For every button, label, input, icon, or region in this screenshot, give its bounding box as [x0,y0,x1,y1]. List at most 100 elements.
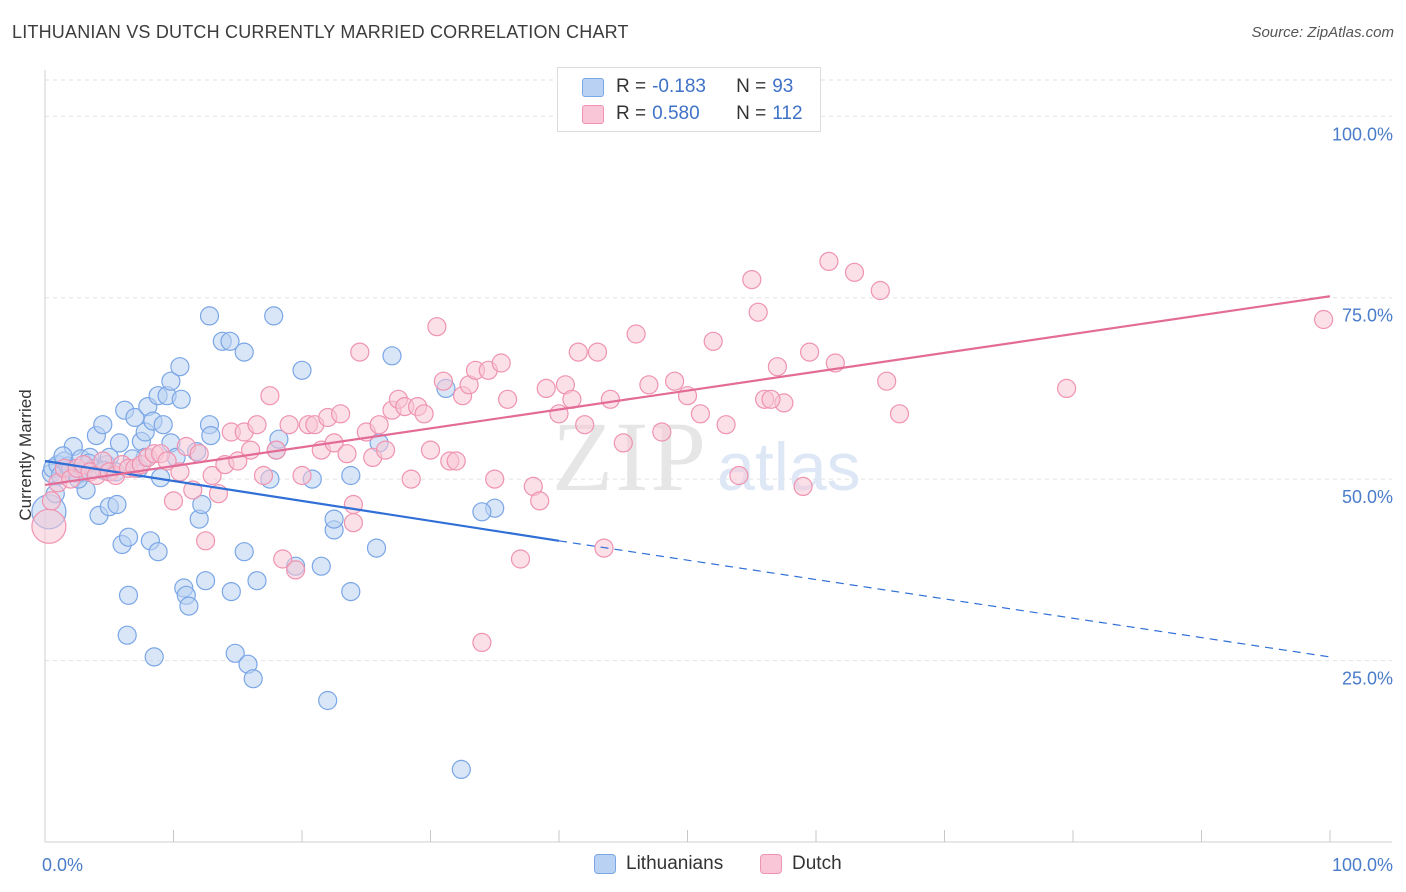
point-dutch [31,508,67,544]
point-dutch [742,270,762,290]
point-lithuanian [93,415,113,435]
point-dutch [793,476,813,496]
point-lithuanian [118,585,139,605]
bottom-legend-lithuanians[interactable]: Lithuanians [594,852,723,876]
legend-r-value: -0.183 [652,76,706,97]
point-dutch [343,513,363,533]
point-lithuanian [107,494,127,515]
watermark-zip: ZIP [552,401,708,512]
point-lithuanian [234,542,254,562]
point-dutch [626,324,646,344]
point-lithuanian [341,581,361,602]
point-lithuanian [201,426,221,446]
bottom-legend-swatch-dutch [760,854,782,874]
point-dutch [41,491,62,511]
y-tick-label: 75.0% [1342,306,1393,326]
point-dutch [600,389,621,409]
point-dutch [870,280,890,301]
point-dutch [446,451,466,471]
point-dutch [279,415,299,435]
point-dutch [761,389,781,409]
legend-n-value: 93 [772,76,794,97]
point-dutch [196,531,216,551]
point-lithuanian [341,465,361,486]
point-dutch [729,465,749,486]
gridlines [45,79,1392,662]
point-lithuanian [311,556,331,576]
point-dutch [401,469,421,489]
point-dutch [536,378,556,398]
point-lithuanian [109,433,130,453]
chart-title: LITHUANIAN VS DUTCH CURRENTLY MARRIED CO… [12,22,629,42]
legend-row-lithuanians: R = -0.183 N = 93 [582,75,793,99]
point-lithuanian [324,509,344,529]
source-label: Source: ZipAtlas.com [1251,24,1394,41]
tick-labels: 25.0% 50.0% 75.0% 100.0% 0.0% 100.0% [42,124,1393,875]
point-dutch [247,415,267,435]
legend-n-value: 112 [772,103,803,124]
point-dutch [748,302,768,322]
point-dutch [568,342,588,362]
legend-n-label: N = [736,103,767,124]
point-lithuanian [199,306,220,326]
point-dutch [613,433,633,453]
point-dutch [716,415,736,435]
point-lithuanian [117,625,137,645]
point-dutch [844,262,865,282]
point-dutch [189,444,209,464]
x-tick-label: 100.0% [1332,855,1393,875]
y-tick-label: 50.0% [1342,487,1393,507]
point-dutch [877,371,897,391]
point-lithuanian [153,415,173,435]
point-dutch [652,422,672,442]
point-dutch [485,469,505,489]
point-lithuanian [170,357,190,377]
x-tick-label: 0.0% [42,855,83,875]
point-dutch [420,440,441,460]
point-lithuanian [171,389,191,409]
point-dutch [819,251,839,271]
point-lithuanian [125,407,145,428]
point-dutch [433,371,453,391]
point-lithuanian [148,542,168,562]
axes [44,70,1392,843]
point-lithuanian [366,538,387,558]
point-lithuanian [179,596,199,616]
legend-swatch-dutch [582,104,604,124]
y-tick-label: 100.0% [1332,124,1393,144]
y-tick-label: 25.0% [1342,669,1393,689]
point-dutch [337,444,357,464]
point-dutch [510,549,531,569]
point-dutch [1313,309,1334,330]
point-dutch [286,560,306,580]
bottom-legend-label-dutch: Dutch [792,853,842,874]
point-dutch [163,491,184,511]
data-points [31,251,1334,780]
legend-row-dutch: R = 0.580 N = 112 [582,102,803,126]
bottom-legend-dutch[interactable]: Dutch [760,852,842,876]
trend-line-dutch [44,295,1331,487]
trend-lines [44,295,1331,658]
point-lithuanian [247,571,267,591]
point-dutch [889,404,910,424]
point-dutch [331,404,351,424]
point-dutch [587,342,608,362]
point-dutch [260,386,280,406]
point-lithuanian [292,360,312,380]
trend-line-lithuanians [44,459,560,542]
point-dutch [292,465,312,486]
point-dutch [202,465,222,486]
legend-n-label: N = [736,76,767,97]
legend-r-value: 0.580 [652,103,700,124]
legend-r-label: R = [616,103,647,124]
point-dutch [575,415,595,435]
point-dutch [350,342,370,362]
bottom-legend-swatch-lithuanians [594,854,616,874]
point-dutch [1056,378,1077,398]
point-dutch [375,440,396,460]
legend-r-label: R = [616,76,647,97]
point-dutch [639,375,659,395]
point-lithuanian [196,571,216,591]
point-lithuanian [382,346,402,366]
